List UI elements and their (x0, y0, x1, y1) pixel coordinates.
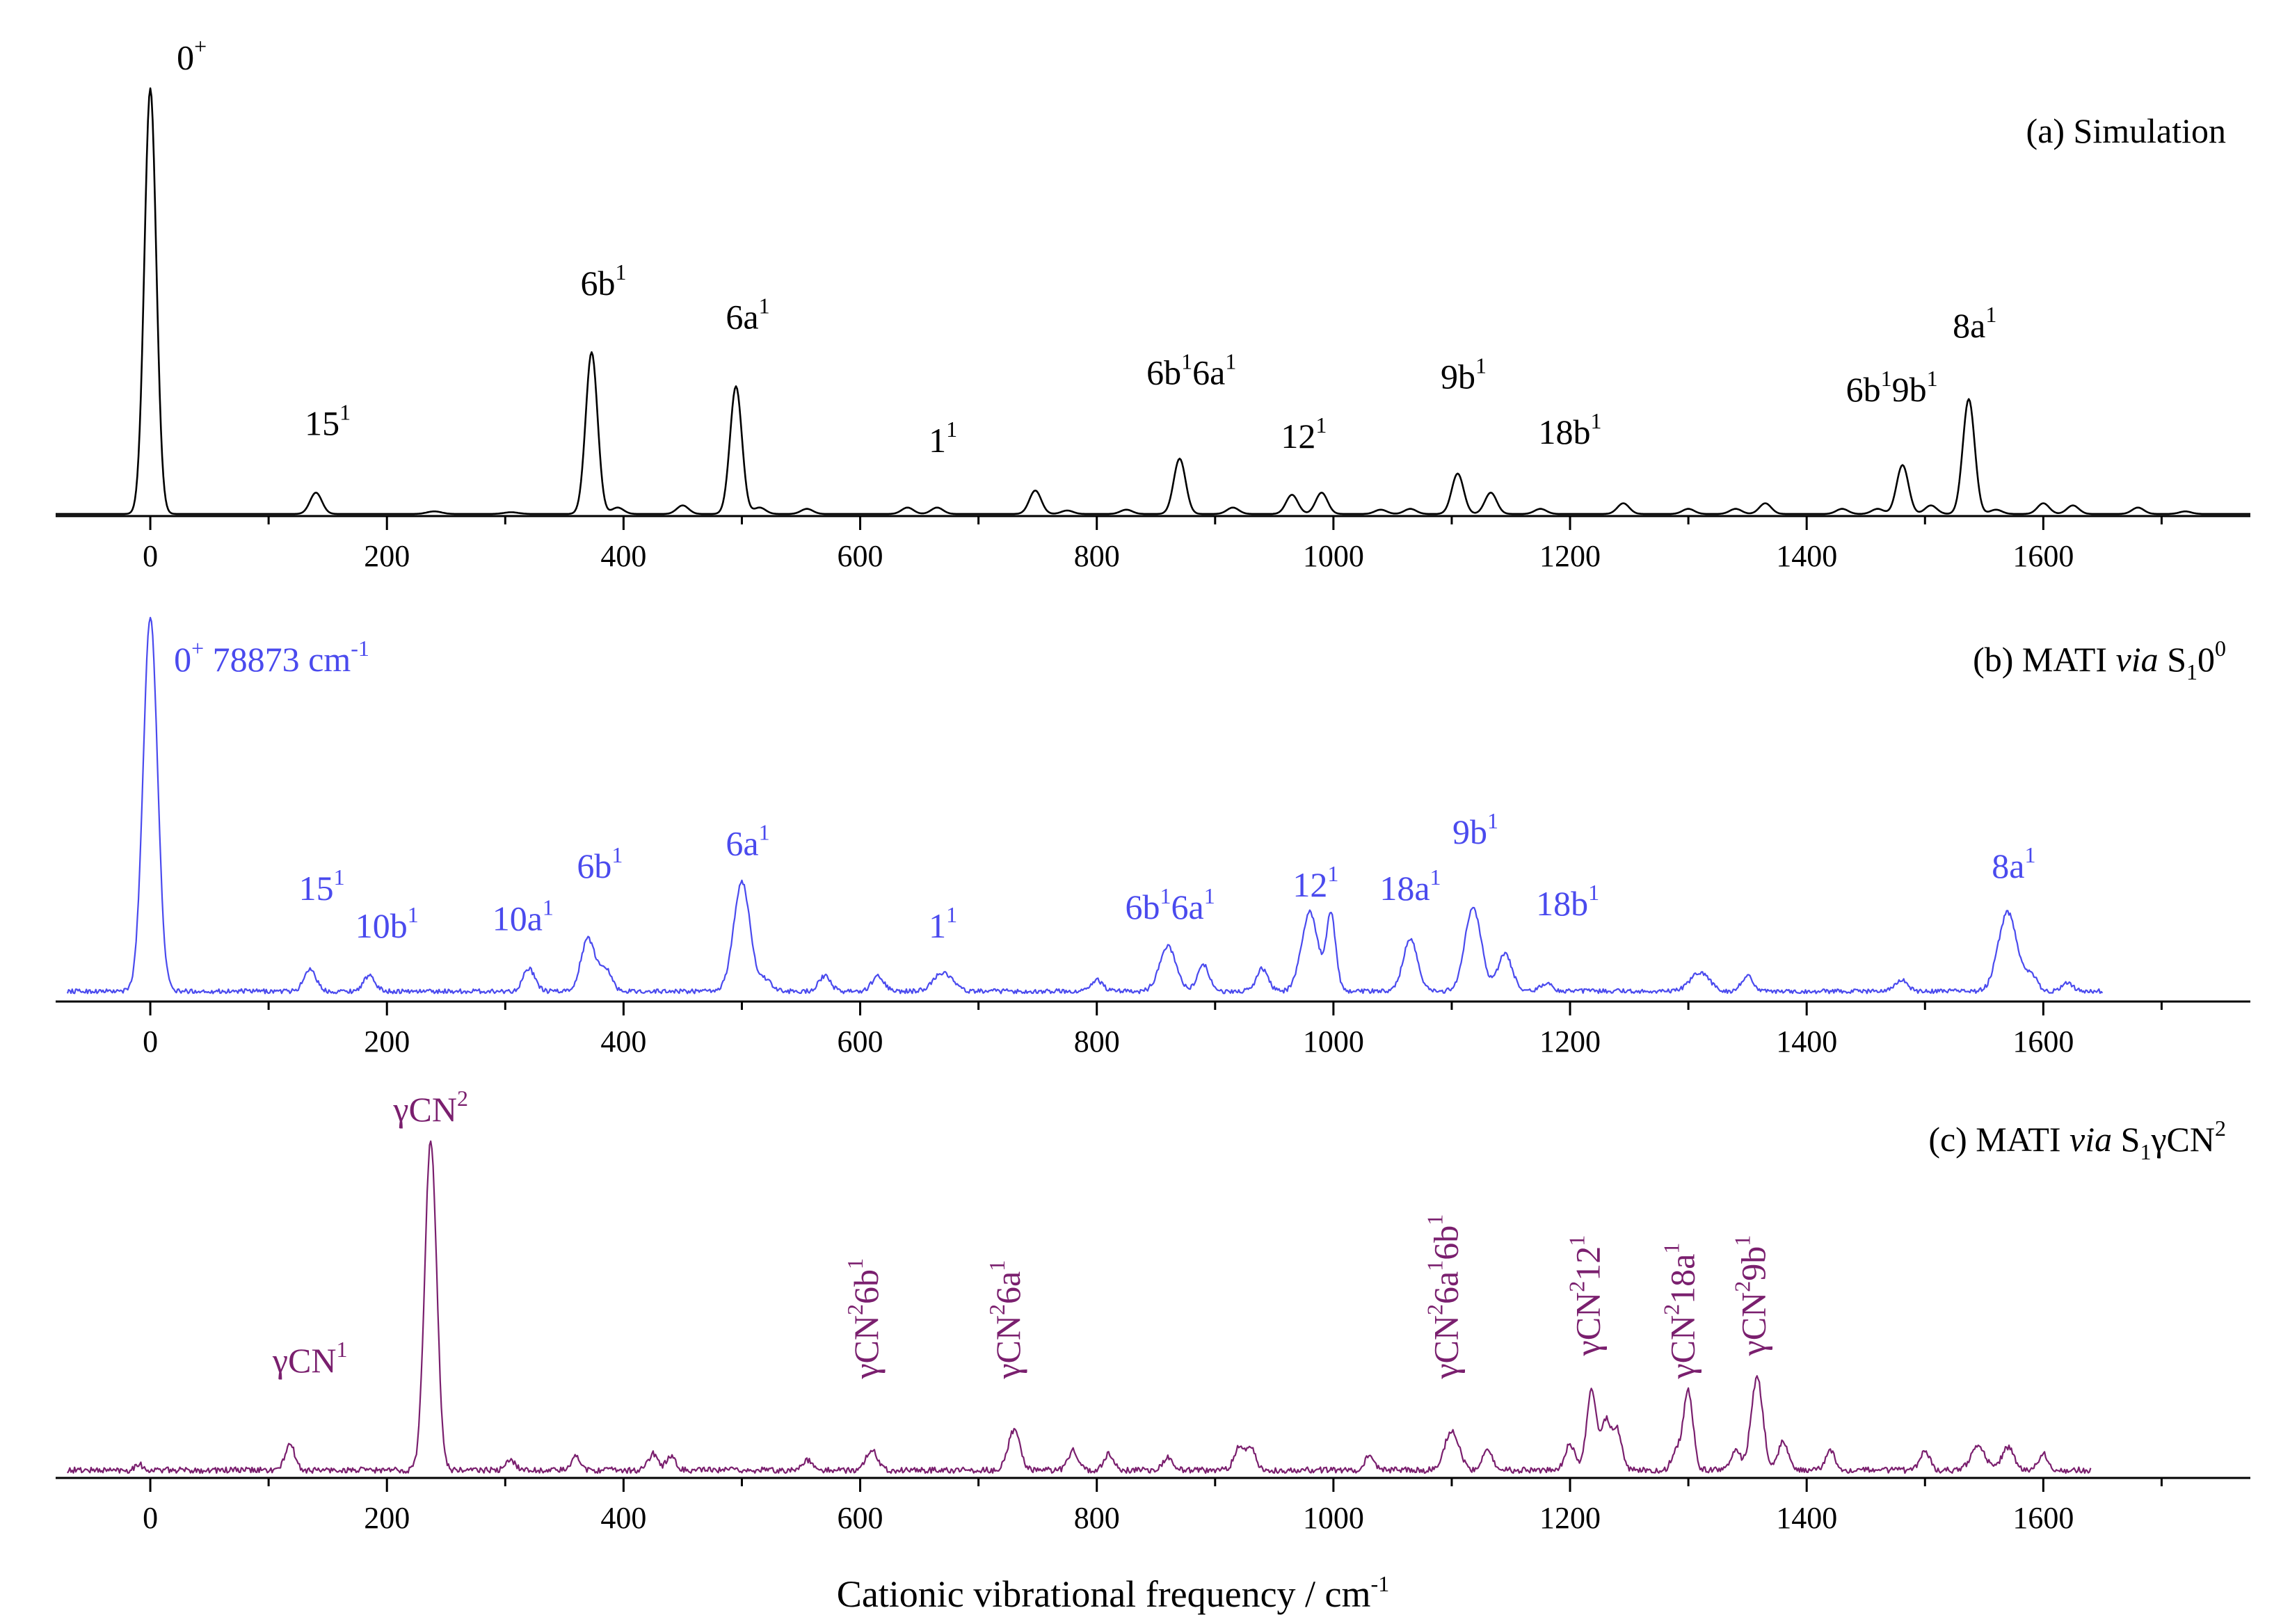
panel-c-mati-s1-gcn2: 0 200 400 600 800 1000 1200 1400 1600 (c) MATI vi… (56, 1086, 2250, 1535)
peak-label-vertical-c: γCN29b1 (1730, 1235, 1773, 1357)
peak-label-vertical-c: γCN218a1 (1659, 1243, 1702, 1380)
tick-label-b: 1200 (1539, 1024, 1601, 1059)
peak-label-b: 121 (1292, 861, 1338, 904)
panel-a-simulation: 0 200 400 600 800 1000 1200 1400 1600 (a) Simulat… (56, 33, 2250, 573)
x-axis-label: Cationic vibrational frequency / cm-1 (837, 1571, 1389, 1615)
peak-label-b: 11 (929, 902, 957, 945)
tick-label-a: 800 (1074, 539, 1120, 573)
peak-label-b: 8a1 (1992, 842, 2035, 885)
peak-label-b: 18b1 (1536, 880, 1599, 923)
peak-label-b: 10b1 (355, 902, 419, 945)
spectrum-trace-b (66, 616, 2104, 995)
tick-label-a: 1200 (1539, 539, 1601, 573)
peak-label-a: 11 (929, 417, 957, 460)
tick-label-b: 0 (143, 1024, 158, 1059)
peak-label-a: 151 (305, 400, 351, 443)
spectrum-trace-a (56, 87, 2250, 515)
peak-label-a: 6b19b1 (1846, 366, 1938, 409)
peak-label-vertical-c: γCN26a16b1 (1423, 1214, 1466, 1380)
tick-label-b: 600 (838, 1024, 883, 1059)
tick-label-c: 800 (1074, 1501, 1120, 1535)
tick-label-b: 1400 (1776, 1024, 1837, 1059)
tick-label-a: 200 (364, 539, 410, 573)
peak-label-a: 6b16a1 (1146, 348, 1236, 392)
peak-label-b: 151 (299, 865, 345, 908)
tick-label-a: 1400 (1776, 539, 1837, 573)
tick-label-a: 400 (600, 539, 646, 573)
peak-label-b: 6a1 (726, 819, 769, 862)
peak-label-vertical-c: γCN26b1 (842, 1258, 886, 1380)
tick-label-a: 1600 (2012, 539, 2074, 573)
tick-label-c: 400 (600, 1501, 646, 1535)
peak-label-a: 121 (1281, 412, 1327, 456)
peak-label-b: 0+ 78873 cm-1 (174, 636, 369, 679)
tick-label-c: 0 (143, 1501, 158, 1535)
tick-label-c: 1000 (1303, 1501, 1364, 1535)
tick-label-a: 600 (838, 539, 883, 573)
peak-label-a: 0+ (177, 33, 207, 77)
tick-label-c: 200 (364, 1501, 410, 1535)
tick-label-b: 800 (1074, 1024, 1120, 1059)
peak-label-b: 9b1 (1452, 808, 1498, 851)
tick-label-c: 1200 (1539, 1501, 1601, 1535)
peak-label-b: 10a1 (493, 894, 554, 938)
tick-label-c: 600 (838, 1501, 883, 1535)
peak-label-c: γCN1 (272, 1337, 348, 1380)
peak-label-a: 6b1 (580, 259, 626, 303)
peak-label-a: 18b1 (1539, 408, 1602, 451)
peak-label-a: 9b1 (1441, 353, 1487, 396)
panel-title-b: (b) MATI via S100 (1973, 636, 2226, 684)
peak-label-b: 6b1 (577, 842, 623, 885)
peak-label-a: 6a1 (726, 294, 769, 337)
peak-label-vertical-c: γCN2121 (1564, 1235, 1608, 1357)
peak-label-c: γCN2 (392, 1086, 468, 1129)
spectrum-trace-c (67, 1140, 2092, 1474)
tick-label-b: 400 (600, 1024, 646, 1059)
panel-title-c: (c) MATI via S1γCN2 (1928, 1116, 2226, 1164)
tick-label-c: 1600 (2012, 1501, 2074, 1535)
tick-label-a: 1000 (1303, 539, 1364, 573)
tick-label-b: 1600 (2012, 1024, 2074, 1059)
peak-label-vertical-c: γCN26a1 (984, 1260, 1027, 1380)
tick-label-b: 200 (364, 1024, 410, 1059)
panel-b-mati-s1-origin: 0 200 400 600 800 1000 1200 1400 1600 (b) MATI vi… (56, 616, 2250, 1059)
peak-label-b: 18a1 (1379, 865, 1441, 908)
tick-label-b: 1000 (1303, 1024, 1364, 1059)
tick-label-a: 0 (143, 539, 158, 573)
panel-title-a: (a) Simulation (2026, 111, 2226, 150)
peak-label-b: 6b16a1 (1126, 883, 1215, 926)
tick-label-c: 1400 (1776, 1501, 1837, 1535)
peak-label-a: 8a1 (1953, 302, 1996, 345)
